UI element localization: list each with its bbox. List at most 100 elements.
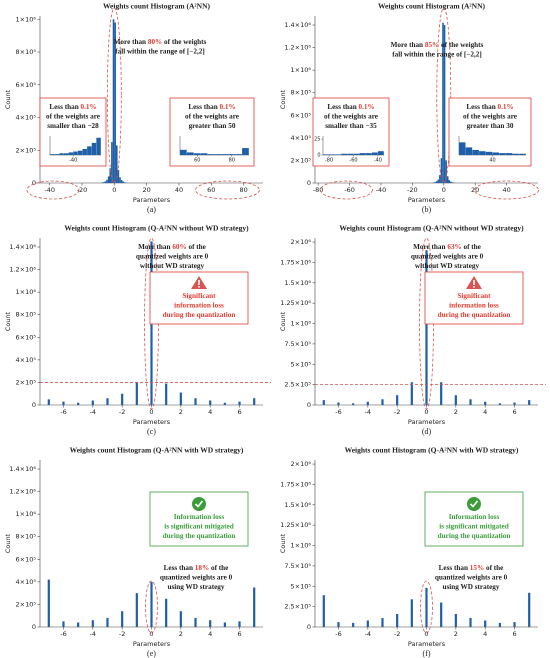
note-text: Less than <box>466 103 497 111</box>
x-tick-label: -80 <box>313 186 324 194</box>
bar <box>513 402 516 405</box>
inset-x-tick-label: 80 <box>229 158 235 164</box>
note-line: Information loss <box>174 513 225 521</box>
panel: Weights count Histogram (Q-A²NN with WD … <box>4 446 263 658</box>
y-tick-label: 0 <box>307 179 311 187</box>
highlight-ellipse <box>195 180 260 200</box>
inset-x-tick-label: -80 <box>325 158 333 164</box>
inset-bar <box>242 148 249 155</box>
inset-bar <box>63 153 69 155</box>
inset-bar <box>459 142 466 155</box>
note-text: quantized weights are 0 <box>411 252 484 260</box>
x-tick-label: -4 <box>90 408 96 416</box>
y-tick-label: 8×10⁵ <box>16 311 37 319</box>
inset-bar <box>228 154 235 155</box>
bar <box>209 620 212 627</box>
note-text: information loss <box>449 301 499 309</box>
note-line: is significant mitigated <box>164 522 233 530</box>
bar <box>381 399 384 405</box>
x-tick-label: -6 <box>335 630 341 638</box>
y-tick-label: 8×10⁵ <box>16 48 37 56</box>
note-text: of the weights are <box>185 112 239 120</box>
note-text: of the weights <box>162 38 206 46</box>
y-axis-label: Count <box>279 89 287 109</box>
x-tick-label: 2 <box>454 408 458 416</box>
x-tick-label: 4 <box>483 408 487 416</box>
x-tick-label: 6 <box>512 408 516 416</box>
highlight-ellipse <box>420 580 433 634</box>
y-axis-label: Count <box>279 311 287 331</box>
bar <box>121 393 124 405</box>
bar <box>484 401 487 405</box>
x-axis-label: Parameters <box>133 640 171 648</box>
x-tick-label: -6 <box>335 408 341 416</box>
y-axis-label: Count <box>4 89 12 109</box>
note-line: is significant mitigated <box>439 522 508 530</box>
note-text: 63% <box>447 243 461 251</box>
note-line: of the weights are <box>463 112 517 120</box>
note-text: smaller than −35 <box>325 122 377 130</box>
inset-x-tick-label: -40 <box>69 158 77 164</box>
inset-bar <box>371 152 378 155</box>
y-axis-label: Count <box>4 311 12 331</box>
y-tick-label: 1.25×10⁶ <box>280 521 311 529</box>
note-line: Less than 0.1% <box>49 103 96 111</box>
inset-bar <box>207 154 215 155</box>
y-tick-label: 4×10⁵ <box>16 114 37 122</box>
bar <box>194 398 197 405</box>
x-tick-label: -2 <box>119 408 125 416</box>
inset-bar <box>50 154 55 155</box>
bar <box>381 618 384 627</box>
bar <box>91 620 94 627</box>
y-tick-label: 5×10⁵ <box>291 360 312 368</box>
bar <box>528 592 531 627</box>
note-text: More than <box>138 243 172 251</box>
bar <box>77 622 80 627</box>
note-text: 60% <box>172 243 186 251</box>
panel: Weights count Histogram (Q-A²NN without … <box>4 224 271 436</box>
inset-bar <box>472 149 479 155</box>
note-text: quantized weights are 0 <box>136 252 209 260</box>
highlight-ellipse <box>474 180 539 200</box>
note-text: information loss <box>174 301 224 309</box>
bar <box>352 622 355 627</box>
x-tick-label: 6 <box>237 630 241 638</box>
bar <box>77 402 80 405</box>
x-axis-label: Parameters <box>408 418 446 426</box>
x-tick-label: -6 <box>60 408 66 416</box>
histogram-bar <box>437 179 440 183</box>
y-tick-label: 5×10⁵ <box>291 582 312 590</box>
highlight-ellipse <box>145 580 158 634</box>
note-line: without WD strategy <box>415 262 480 270</box>
y-tick-label: 1.75×10⁶ <box>280 258 311 266</box>
inset-x-tick-label: 60 <box>194 158 200 164</box>
bar <box>410 599 413 627</box>
x-tick-label: -6 <box>60 630 66 638</box>
x-axis-label: Parameters <box>133 418 171 426</box>
note-line: More than 85% of the weights <box>391 41 484 49</box>
bar <box>484 620 487 627</box>
highlight-ellipse <box>106 7 122 184</box>
bar <box>121 611 124 627</box>
inset-bar <box>519 153 526 155</box>
bar <box>47 399 50 405</box>
x-tick-label: 0 <box>424 408 428 416</box>
bar <box>179 611 182 627</box>
note-text: 80% <box>148 38 162 46</box>
x-tick-label: -20 <box>407 186 418 194</box>
y-tick-label: 4×10⁵ <box>291 134 312 142</box>
note-text: is significant mitigated <box>164 522 233 530</box>
bar <box>454 395 457 405</box>
x-tick-label: -2 <box>394 630 400 638</box>
y-tick-label: 1×10⁶ <box>291 542 312 550</box>
x-axis-label: Parameters <box>133 196 171 204</box>
y-tick-label: 0 <box>32 401 36 409</box>
histogram-bar <box>119 177 121 183</box>
highlight-ellipse <box>320 180 373 200</box>
caption: (d) <box>422 427 432 436</box>
note-line: Less than 0.1% <box>327 103 374 111</box>
note-text: of the weights <box>439 41 483 49</box>
inset-bar <box>329 154 335 155</box>
histogram-bar <box>103 182 105 183</box>
